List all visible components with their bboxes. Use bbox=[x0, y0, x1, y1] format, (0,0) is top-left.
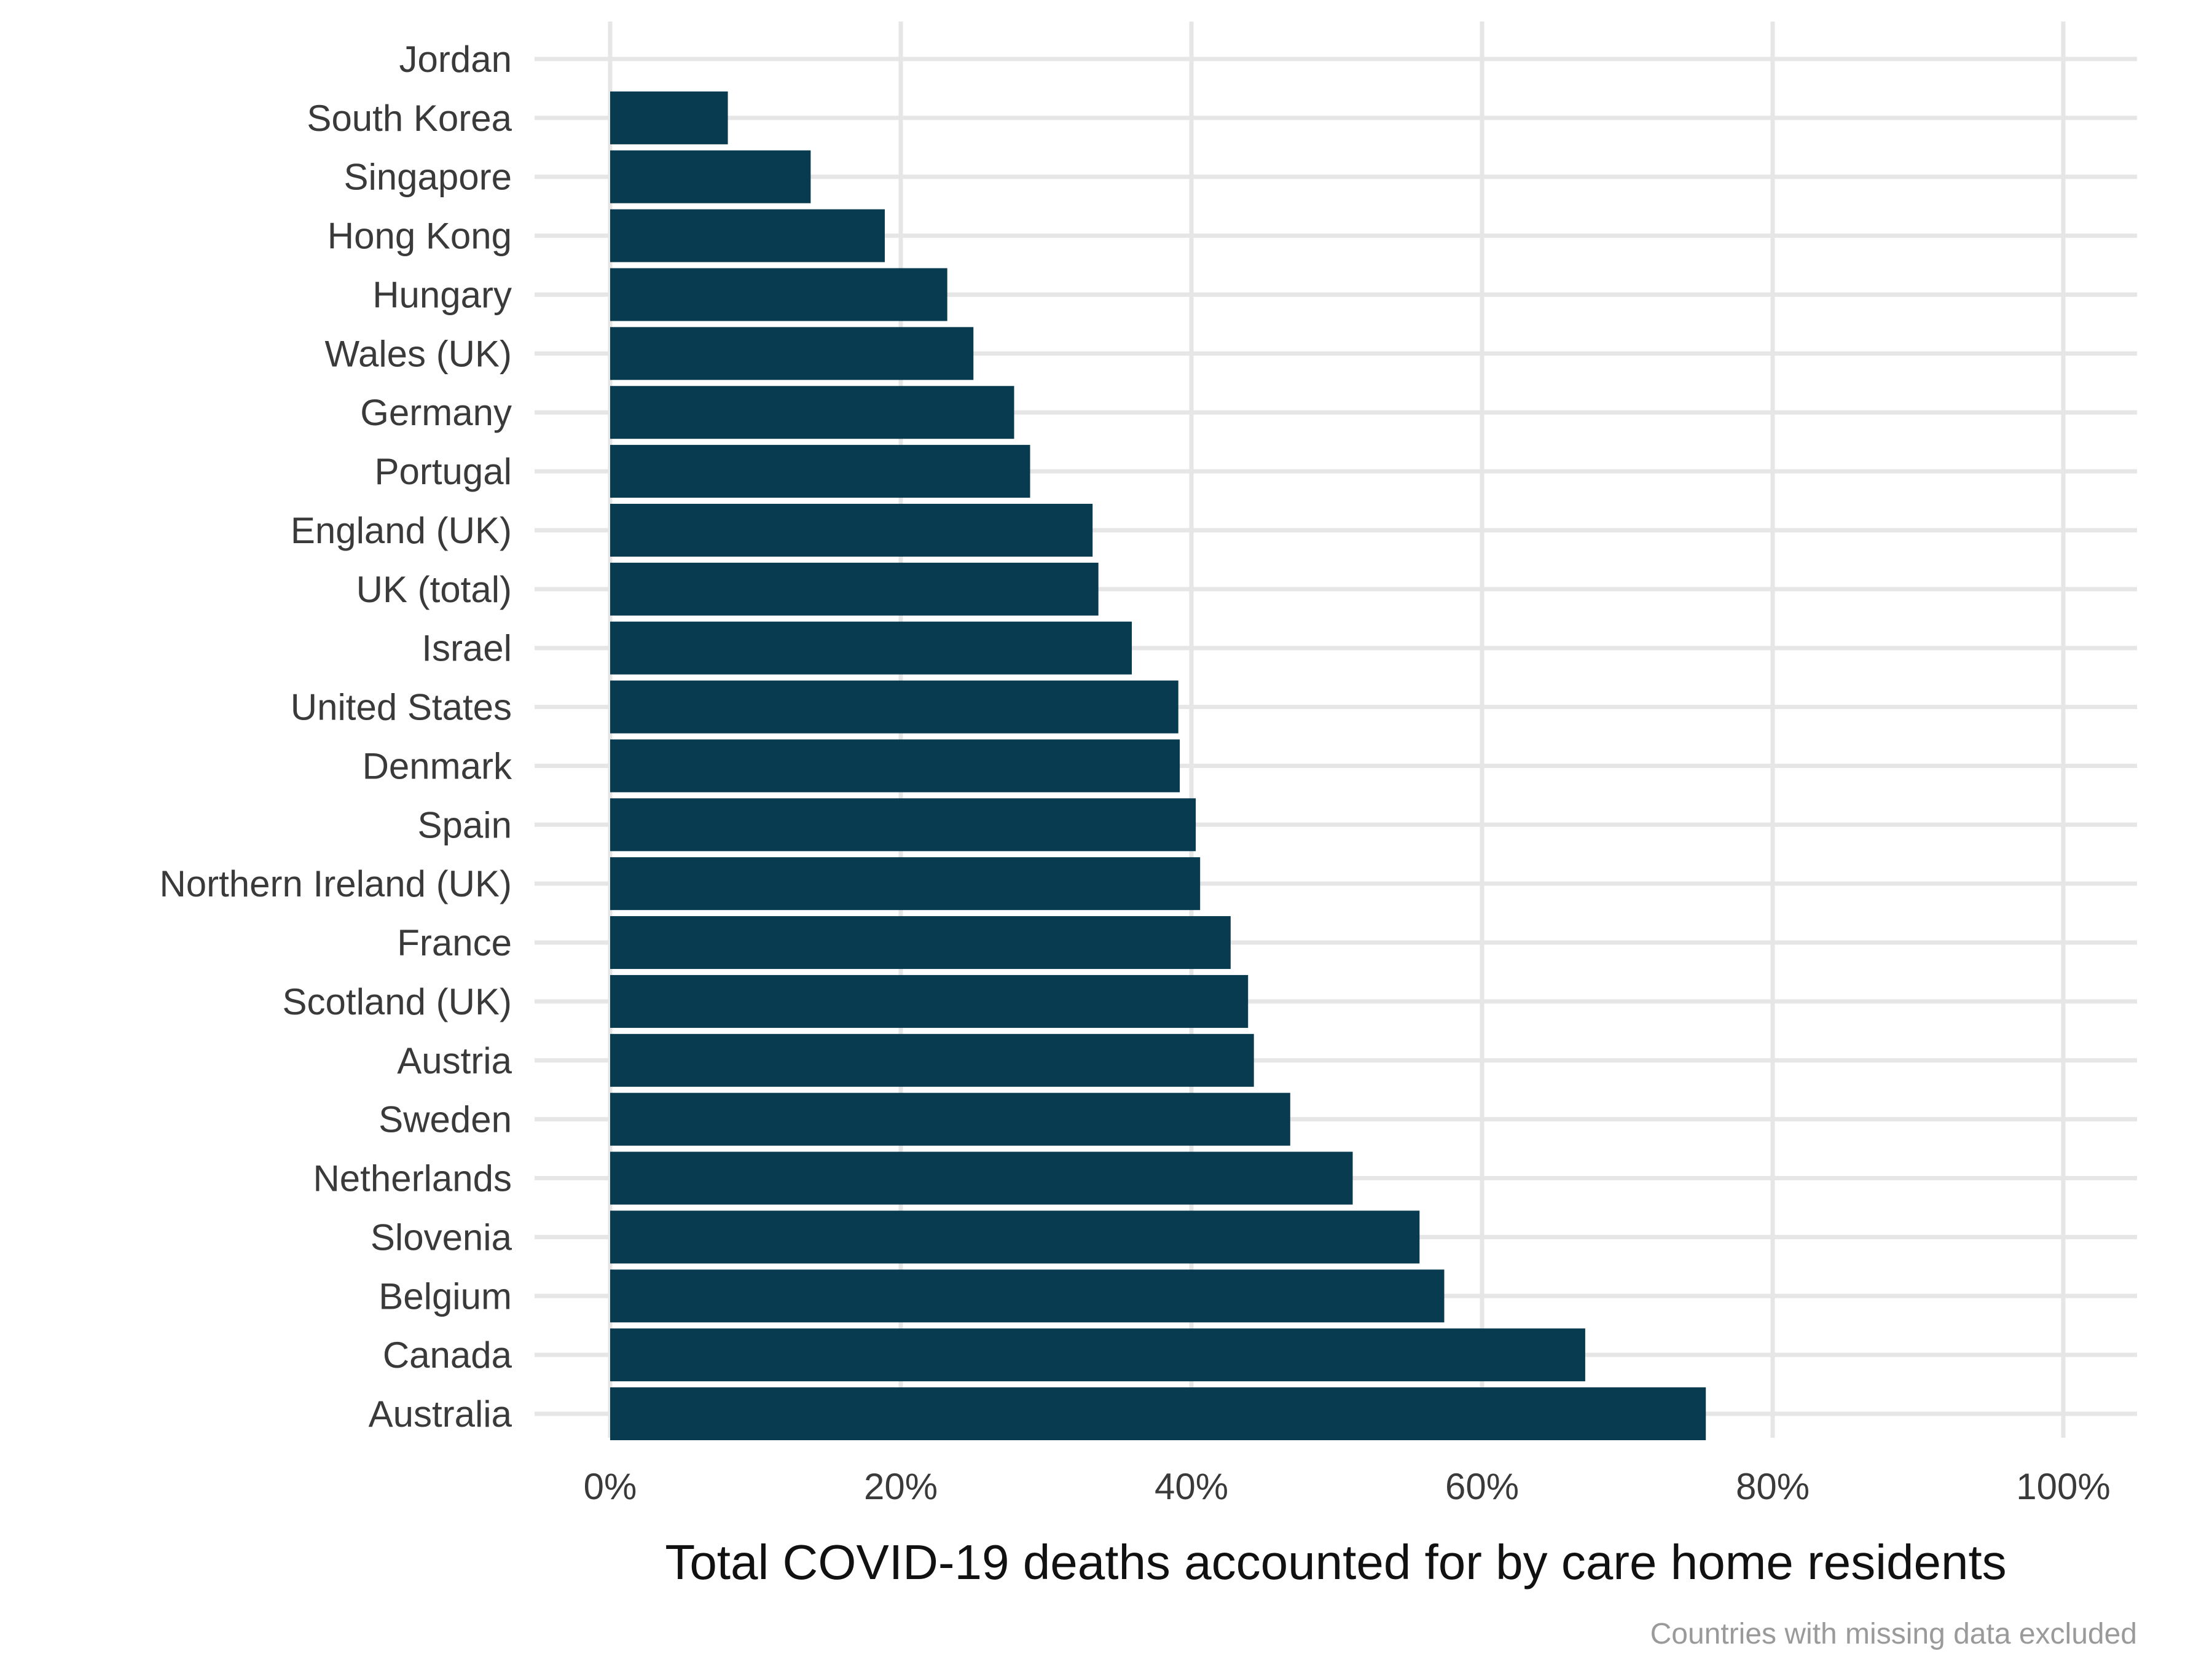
bar bbox=[610, 445, 1030, 498]
category-labels: Jordan South Korea Singapore Hong Kong Hunga… bbox=[159, 39, 512, 1435]
category-label: Israel bbox=[422, 628, 512, 669]
x-tick-label: 100% bbox=[2016, 1466, 2110, 1507]
bar bbox=[610, 503, 1093, 557]
bar bbox=[610, 798, 1196, 852]
category-label: Sweden bbox=[378, 1099, 512, 1140]
x-tick-label: 60% bbox=[1445, 1466, 1519, 1507]
category-label: Hungary bbox=[372, 274, 512, 315]
bar bbox=[610, 1328, 1585, 1382]
category-label: Germany bbox=[360, 392, 512, 433]
bar bbox=[610, 1033, 1254, 1087]
category-label: UK (total) bbox=[356, 569, 512, 610]
category-label: Canada bbox=[383, 1335, 512, 1376]
category-label: Slovenia bbox=[371, 1217, 512, 1258]
x-tick-labels: 0% 20% 40% 60% 80% 100% bbox=[584, 1466, 2111, 1507]
bar bbox=[610, 1387, 1706, 1441]
bar bbox=[610, 974, 1249, 1028]
bar bbox=[610, 1210, 1420, 1264]
category-label: Denmark bbox=[363, 745, 512, 786]
bar bbox=[610, 386, 1014, 439]
bar bbox=[610, 739, 1180, 793]
category-label: England (UK) bbox=[291, 510, 512, 551]
bar bbox=[610, 91, 728, 144]
category-label: Scotland (UK) bbox=[283, 981, 512, 1022]
category-label: Northern Ireland (UK) bbox=[159, 863, 512, 904]
bar bbox=[610, 916, 1231, 970]
category-label: Netherlands bbox=[313, 1158, 512, 1199]
x-tick-label: 40% bbox=[1155, 1466, 1228, 1507]
category-label: Wales (UK) bbox=[325, 333, 512, 374]
bar bbox=[610, 1092, 1290, 1146]
category-label: Portugal bbox=[375, 451, 512, 492]
bar bbox=[610, 268, 947, 321]
category-label: Austria bbox=[397, 1040, 512, 1081]
category-label: Jordan bbox=[399, 39, 512, 80]
x-tick-label: 0% bbox=[584, 1466, 637, 1507]
category-label: France bbox=[397, 922, 512, 963]
category-label: Australia bbox=[369, 1393, 512, 1435]
bar bbox=[610, 562, 1099, 616]
x-axis-title: Total COVID-19 deaths accounted for by c… bbox=[665, 1535, 2006, 1589]
bar bbox=[610, 327, 974, 380]
x-tick-label: 20% bbox=[864, 1466, 938, 1507]
category-label: United States bbox=[291, 687, 512, 728]
bars bbox=[610, 91, 1706, 1441]
category-label: South Korea bbox=[307, 98, 512, 139]
category-label: Hong Kong bbox=[327, 216, 512, 257]
bar bbox=[610, 1269, 1445, 1323]
bar bbox=[610, 209, 885, 262]
bar bbox=[610, 680, 1179, 734]
category-label: Belgium bbox=[378, 1276, 512, 1317]
bar bbox=[610, 1151, 1353, 1205]
category-label: Singapore bbox=[343, 157, 512, 198]
bar bbox=[610, 150, 811, 203]
bar bbox=[610, 621, 1132, 675]
x-tick-label: 80% bbox=[1736, 1466, 1810, 1507]
category-label: Spain bbox=[418, 804, 512, 845]
bar bbox=[610, 857, 1201, 911]
chart-caption: Countries with missing data excluded bbox=[1650, 1618, 2137, 1650]
